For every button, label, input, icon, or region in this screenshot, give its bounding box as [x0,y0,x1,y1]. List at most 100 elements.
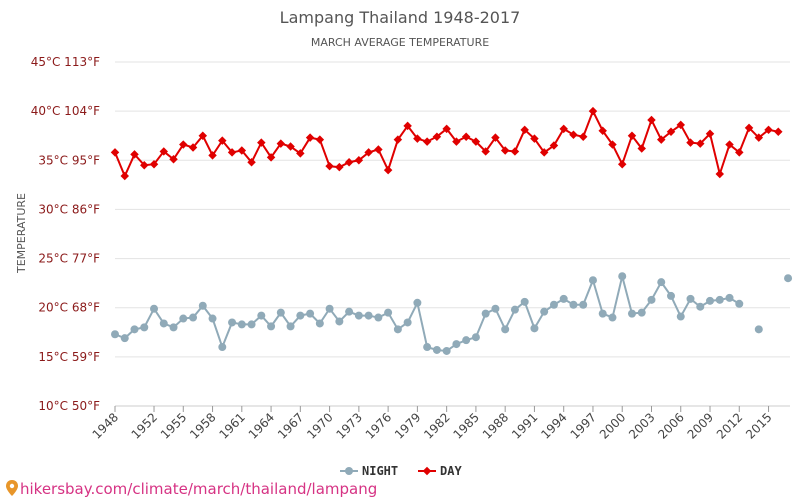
data-point-day[interactable] [569,130,578,139]
data-point-night[interactable] [608,313,617,322]
data-point-night[interactable] [666,291,675,300]
legend-item-night[interactable]: NIGHT [340,464,398,478]
data-point-night[interactable] [559,294,568,303]
data-point-day[interactable] [335,162,344,172]
data-point-day[interactable] [257,138,266,147]
data-point-day[interactable] [208,151,217,160]
data-point-night[interactable] [647,295,656,304]
data-point-night[interactable] [618,272,627,281]
data-point-day[interactable] [578,132,588,141]
data-point-night[interactable] [364,311,373,320]
data-point-day[interactable] [364,148,373,157]
data-point-night[interactable] [471,333,480,342]
footer[interactable]: hikersbay.com/climate/march/thailand/lam… [6,480,377,498]
data-point-day[interactable] [617,159,627,169]
data-point-night[interactable] [306,309,315,318]
data-point-night[interactable] [159,319,168,328]
data-point-night[interactable] [315,319,324,328]
data-point-night[interactable] [696,302,705,311]
data-point-day[interactable] [130,150,139,159]
data-point-night[interactable] [403,318,412,327]
data-point-day[interactable] [461,132,471,141]
data-point-night[interactable] [715,295,724,304]
data-point-day[interactable] [383,165,393,175]
data-point-night[interactable] [423,343,432,352]
data-point-night[interactable] [335,317,344,326]
data-point-day[interactable] [296,149,305,158]
data-point-night[interactable] [393,325,402,334]
data-point-day[interactable] [325,161,334,171]
data-point-day[interactable] [715,169,725,179]
data-point-night[interactable] [706,296,715,305]
data-point-night[interactable] [754,325,763,334]
data-point-night[interactable] [169,323,178,332]
data-point-night[interactable] [481,309,490,318]
data-point-night[interactable] [384,308,393,317]
data-point-night[interactable] [374,313,383,322]
data-point-night[interactable] [237,320,246,329]
data-point-night[interactable] [150,304,159,313]
data-point-night[interactable] [218,343,227,352]
data-point-night[interactable] [267,322,276,331]
data-point-night[interactable] [228,318,237,327]
data-point-day[interactable] [374,145,383,154]
data-point-night[interactable] [111,330,119,339]
data-point-day[interactable] [179,140,188,149]
data-point-night[interactable] [198,301,207,310]
data-point-night[interactable] [735,299,744,308]
data-point-day[interactable] [247,158,256,167]
data-point-night[interactable] [413,298,422,307]
data-point-day[interactable] [305,133,315,142]
data-point-night[interactable] [247,320,256,329]
data-point-night[interactable] [520,297,529,306]
data-point-night[interactable] [627,309,636,318]
data-point-night[interactable] [208,314,217,323]
data-point-day[interactable] [422,137,432,146]
data-point-day[interactable] [403,121,412,131]
data-point-night[interactable] [676,312,685,321]
data-point-night[interactable] [130,325,139,334]
data-point-day[interactable] [354,156,364,165]
data-point-day[interactable] [188,143,198,152]
data-point-day[interactable] [686,138,695,147]
data-point-day[interactable] [413,134,422,143]
data-point-night[interactable] [657,278,666,287]
data-point-day[interactable] [315,135,325,144]
data-point-night[interactable] [549,300,558,309]
data-point-day[interactable] [432,132,442,141]
data-point-night[interactable] [345,307,354,316]
data-point-day[interactable] [110,148,120,157]
data-point-day[interactable] [588,106,598,116]
data-point-day[interactable] [500,146,510,155]
data-point-night[interactable] [501,325,510,334]
data-point-night[interactable] [540,307,549,316]
data-point-night[interactable] [140,323,149,332]
data-point-day[interactable] [120,171,129,181]
data-point-night[interactable] [452,340,461,349]
data-point-night[interactable] [296,311,305,320]
data-point-day[interactable] [276,139,286,148]
data-point-night[interactable] [510,305,519,314]
legend-item-day[interactable]: DAY [418,464,462,478]
data-point-night[interactable] [588,276,597,285]
data-point-day[interactable] [140,160,149,170]
data-point-day[interactable] [149,159,159,169]
data-point-day[interactable] [774,127,783,137]
data-point-day[interactable] [481,147,490,156]
data-point-day[interactable] [393,135,403,144]
data-point-night[interactable] [286,322,295,331]
legend[interactable]: NIGHT DAY [340,464,462,478]
data-point-night[interactable] [189,313,198,322]
data-point-day[interactable] [452,137,461,146]
data-point-night[interactable] [354,311,363,320]
data-point-day[interactable] [266,153,276,162]
data-point-day[interactable] [559,124,568,134]
data-point-night[interactable] [530,324,539,333]
data-point-day[interactable] [491,133,500,142]
data-point-day[interactable] [510,147,520,156]
data-point-day[interactable] [169,155,178,164]
data-point-night[interactable] [491,304,500,313]
data-point-day[interactable] [286,142,295,151]
data-point-night[interactable] [462,336,471,345]
data-point-night[interactable] [257,311,266,320]
